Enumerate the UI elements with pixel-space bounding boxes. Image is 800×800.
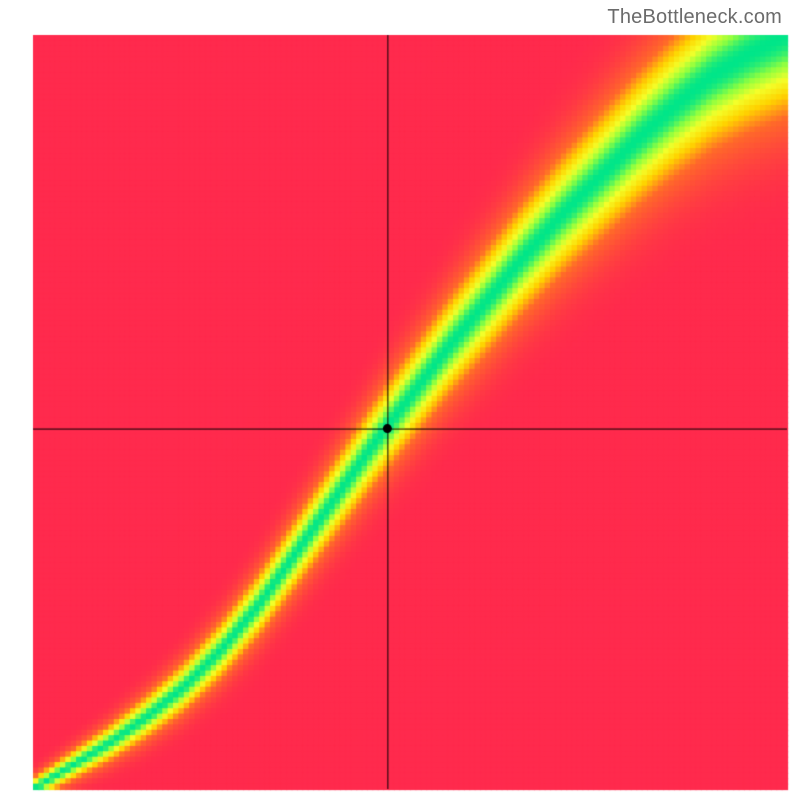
bottleneck-heatmap (0, 0, 800, 800)
watermark-text: TheBottleneck.com (607, 6, 782, 29)
